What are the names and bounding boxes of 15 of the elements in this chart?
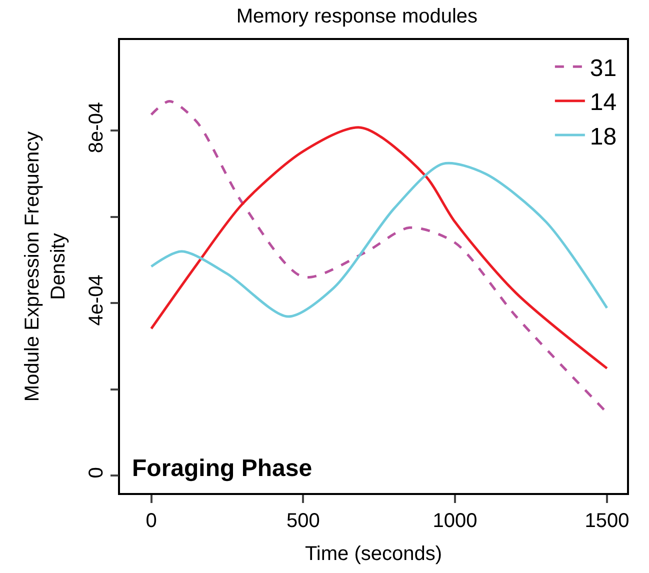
annotation: Foraging Phase — [132, 455, 312, 482]
y-tick-label: 4e-04 — [85, 274, 108, 326]
legend-label: 18 — [590, 123, 617, 150]
x-axis-title: Time (seconds) — [304, 542, 442, 565]
x-tick-label: 1000 — [432, 510, 478, 532]
y-tick-label: 8e-04 — [85, 102, 108, 154]
y-axis-title: Module Expression Frequency Density — [21, 131, 70, 402]
legend-label: 14 — [590, 89, 617, 116]
y-tick-label: 0 — [85, 467, 108, 478]
x-tick-label: 1500 — [584, 510, 630, 532]
legend-label: 31 — [590, 54, 617, 82]
line-series — [150, 162, 608, 318]
x-tick-label: 500 — [286, 510, 320, 532]
x-tick-label: 0 — [146, 510, 157, 532]
chart-title: Memory response modules — [236, 6, 478, 28]
